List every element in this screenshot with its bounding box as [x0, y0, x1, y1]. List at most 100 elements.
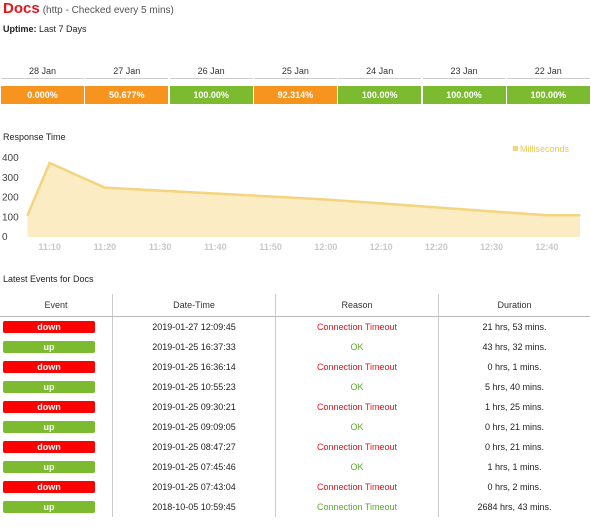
events-label: Latest Events for Docs: [3, 274, 94, 284]
event-reason: Connection Timeout: [275, 397, 439, 417]
event-cell: up: [0, 497, 113, 517]
col-reason: Reason: [275, 294, 439, 317]
event-cell: up: [0, 377, 113, 397]
uptime-day-date: 26 Jan: [169, 64, 253, 79]
uptime-day: 26 Jan 100.00%: [169, 64, 253, 104]
event-row: up 2019-01-25 16:37:33 OK 43 hrs, 32 mins.: [0, 337, 590, 357]
x-tick-label: 12:00: [314, 242, 337, 252]
response-time-chart: 0 100 200 300 400 11:10 11:20 11:30 11:40 11:50 12…: [2, 144, 591, 252]
uptime-day-date: 25 Jan: [253, 64, 337, 79]
event-duration: 1 hrs, 1 mins.: [438, 457, 590, 477]
uptime-day-date: 23 Jan: [422, 64, 506, 79]
event-duration: 21 hrs, 53 mins.: [438, 316, 590, 337]
event-reason: Connection Timeout: [275, 497, 439, 517]
event-reason: Connection Timeout: [275, 477, 439, 497]
uptime-day-percent[interactable]: 92.314%: [253, 86, 337, 104]
event-cell: up: [0, 337, 113, 357]
events-table: Event Date-Time Reason Duration down 2019…: [0, 294, 590, 517]
x-tick-label: 11:50: [259, 242, 282, 252]
event-cell: up: [0, 417, 113, 437]
event-cell: up: [0, 457, 113, 477]
event-row: down 2019-01-25 16:36:14 Connection Timeou…: [0, 357, 590, 377]
monitor-subtitle: (http - Checked every 5 mins): [42, 5, 174, 16]
col-duration: Duration: [438, 294, 590, 317]
event-duration: 0 hrs, 21 mins.: [438, 417, 590, 437]
event-status-badge: up: [3, 381, 95, 393]
legend-label: Milliseconds: [520, 144, 570, 154]
event-reason: OK: [275, 337, 439, 357]
event-datetime: 2019-01-25 09:30:21: [112, 397, 276, 417]
event-status-badge: up: [3, 341, 95, 353]
data-point: [546, 214, 548, 217]
col-datetime: Date-Time: [112, 294, 276, 317]
event-duration: 43 hrs, 32 mins.: [438, 337, 590, 357]
event-row: down 2019-01-25 07:43:04 Connection Timeou…: [0, 477, 590, 497]
uptime-day-date: 28 Jan: [1, 64, 84, 79]
event-duration: 2684 hrs, 43 mins.: [438, 497, 590, 517]
event-duration: 0 hrs, 2 mins.: [438, 477, 590, 497]
event-reason: OK: [275, 417, 439, 437]
x-tick-label: 12:40: [535, 242, 558, 252]
event-status-badge: down: [3, 361, 95, 373]
uptime-day: 23 Jan 100.00%: [422, 64, 506, 104]
event-reason: Connection Timeout: [275, 357, 439, 377]
event-cell: down: [0, 317, 113, 338]
event-datetime: 2019-01-25 16:36:14: [112, 357, 276, 377]
uptime-day: 27 Jan 50.677%: [85, 64, 169, 104]
x-tick-label: 11:20: [94, 242, 117, 252]
event-datetime: 2019-01-25 09:09:05: [112, 417, 276, 437]
event-reason: OK: [275, 457, 439, 477]
event-cell: down: [0, 437, 113, 457]
data-point: [435, 206, 438, 209]
uptime-day: 24 Jan 100.00%: [338, 64, 422, 104]
uptime-day-percent[interactable]: 100.00%: [506, 86, 590, 104]
event-datetime: 2019-01-27 12:09:45: [112, 316, 276, 337]
event-status-badge: down: [3, 401, 95, 413]
event-row: down 2019-01-27 12:09:45 Connection Timeou…: [0, 316, 590, 338]
event-reason: Connection Timeout: [275, 437, 439, 457]
data-point: [380, 202, 382, 205]
event-cell: down: [0, 357, 113, 377]
y-tick-label: 0: [2, 232, 8, 243]
data-point: [26, 214, 29, 217]
x-tick-label: 11:10: [38, 242, 61, 252]
event-status-badge: down: [3, 481, 95, 493]
event-status-badge: up: [3, 501, 95, 513]
event-status-badge: up: [3, 421, 95, 433]
event-cell: down: [0, 477, 113, 497]
event-row: down 2019-01-25 08:47:27 Connection Timeou…: [0, 437, 590, 457]
uptime-day-percent[interactable]: 100.00%: [338, 86, 422, 104]
data-point: [214, 192, 217, 195]
uptime-days: 28 Jan 0.000% 27 Jan 50.677% 26 Jan 100.00% 25…: [0, 64, 591, 104]
response-time-label: Response Time: [3, 132, 66, 142]
event-datetime: 2019-01-25 07:43:04: [112, 477, 276, 497]
event-row: down 2019-01-25 09:30:21 Connection Timeou…: [0, 397, 590, 417]
y-tick-label: 400: [2, 153, 19, 164]
data-point: [490, 210, 493, 213]
uptime-day-percent[interactable]: 100.00%: [422, 86, 506, 104]
data-point: [325, 198, 327, 201]
uptime-day-percent[interactable]: 100.00%: [169, 86, 253, 104]
event-datetime: 2018-10-05 10:59:45: [112, 497, 276, 517]
event-cell: down: [0, 397, 113, 417]
x-tick-label: 12:10: [370, 242, 393, 252]
event-status-badge: up: [3, 461, 95, 473]
uptime-day-percent[interactable]: 50.677%: [85, 86, 169, 104]
event-status-badge: down: [3, 441, 95, 453]
y-tick-label: 100: [2, 212, 19, 223]
data-point: [159, 189, 161, 192]
uptime-day-date: 27 Jan: [85, 64, 169, 79]
event-reason: OK: [275, 377, 439, 397]
event-row: up 2019-01-25 10:55:23 OK 5 hrs, 40 mins.: [0, 377, 590, 397]
monitor-title: Docs: [3, 0, 40, 17]
event-duration: 5 hrs, 40 mins.: [438, 377, 590, 397]
response-line: [26, 161, 580, 217]
uptime-day-date: 24 Jan: [338, 64, 422, 79]
uptime-day-percent[interactable]: 0.000%: [1, 86, 84, 104]
event-row: up 2019-01-25 07:45:46 OK 1 hrs, 1 mins.: [0, 457, 590, 477]
data-point: [579, 214, 581, 217]
event-datetime: 2019-01-25 16:37:33: [112, 337, 276, 357]
x-tick-label: 12:20: [425, 242, 448, 252]
event-datetime: 2019-01-25 10:55:23: [112, 377, 276, 397]
uptime-label-bold: Uptime:: [3, 24, 37, 34]
